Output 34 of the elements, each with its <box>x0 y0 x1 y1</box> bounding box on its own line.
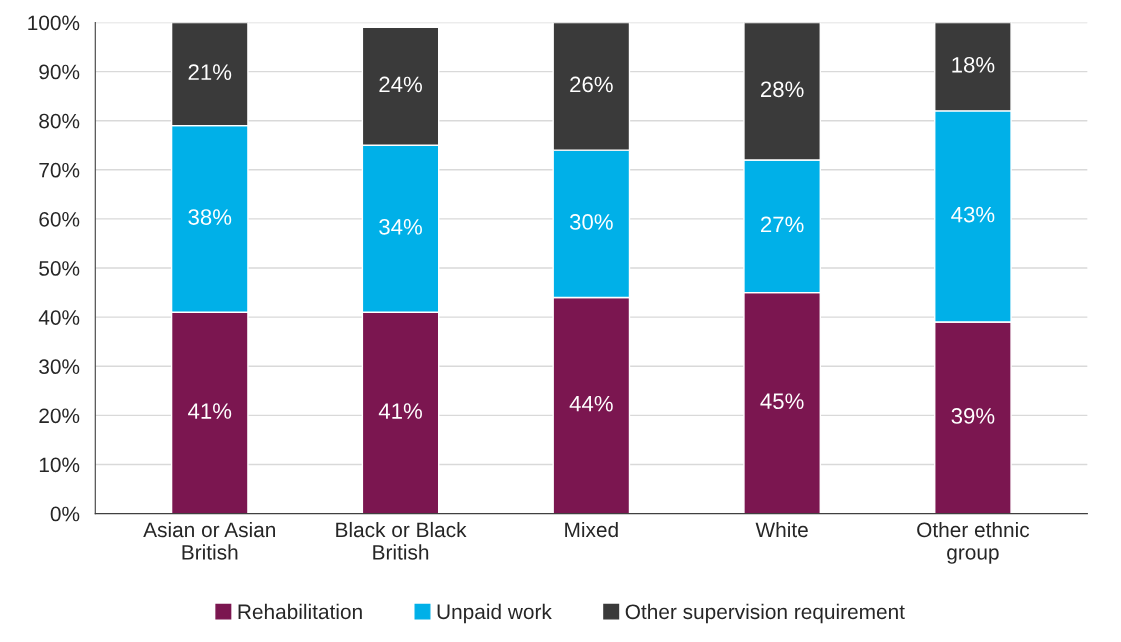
x-tick-label: White <box>755 521 808 538</box>
text: 28% <box>760 81 804 98</box>
text: 43% <box>951 206 995 223</box>
text: 41% <box>188 403 232 419</box>
y-tick-label: 40% <box>38 310 80 325</box>
x-tick-label: Asian or Asian British <box>143 521 275 560</box>
text: 34% <box>379 218 422 235</box>
text: 44% <box>569 395 613 412</box>
x-tick-label: Other ethnic group <box>917 521 1030 564</box>
y-tick-label: 100% <box>28 15 80 31</box>
legend-label: Unpaid work <box>437 603 552 624</box>
text: 41% <box>378 403 422 419</box>
y-tick-label: 20% <box>39 408 80 424</box>
text: 39% <box>951 408 995 424</box>
y-tick-label: 70% <box>39 162 80 178</box>
text: 38% <box>188 209 232 225</box>
text: 26% <box>570 76 613 93</box>
y-tick-label: 60% <box>39 211 80 227</box>
y-tick-label: 90% <box>39 64 80 80</box>
legend-label: Rehabilitation <box>238 603 362 620</box>
text: 18% <box>952 56 995 73</box>
text: 24% <box>379 76 422 93</box>
y-tick-label: 10% <box>39 457 80 473</box>
text: 30% <box>569 214 613 230</box>
y-tick-label: 80% <box>39 113 80 129</box>
text: 21% <box>188 64 232 80</box>
text: 27% <box>760 216 804 233</box>
y-tick-label: 0% <box>50 506 80 522</box>
y-tick-label: 50% <box>39 261 80 276</box>
x-tick-label: Black or Black British <box>336 521 467 560</box>
legend-label: Other supervision requirement <box>625 603 905 624</box>
text: 45% <box>760 393 804 410</box>
x-tick-label: Mixed <box>565 521 618 538</box>
y-tick-label: 30% <box>39 359 80 375</box>
